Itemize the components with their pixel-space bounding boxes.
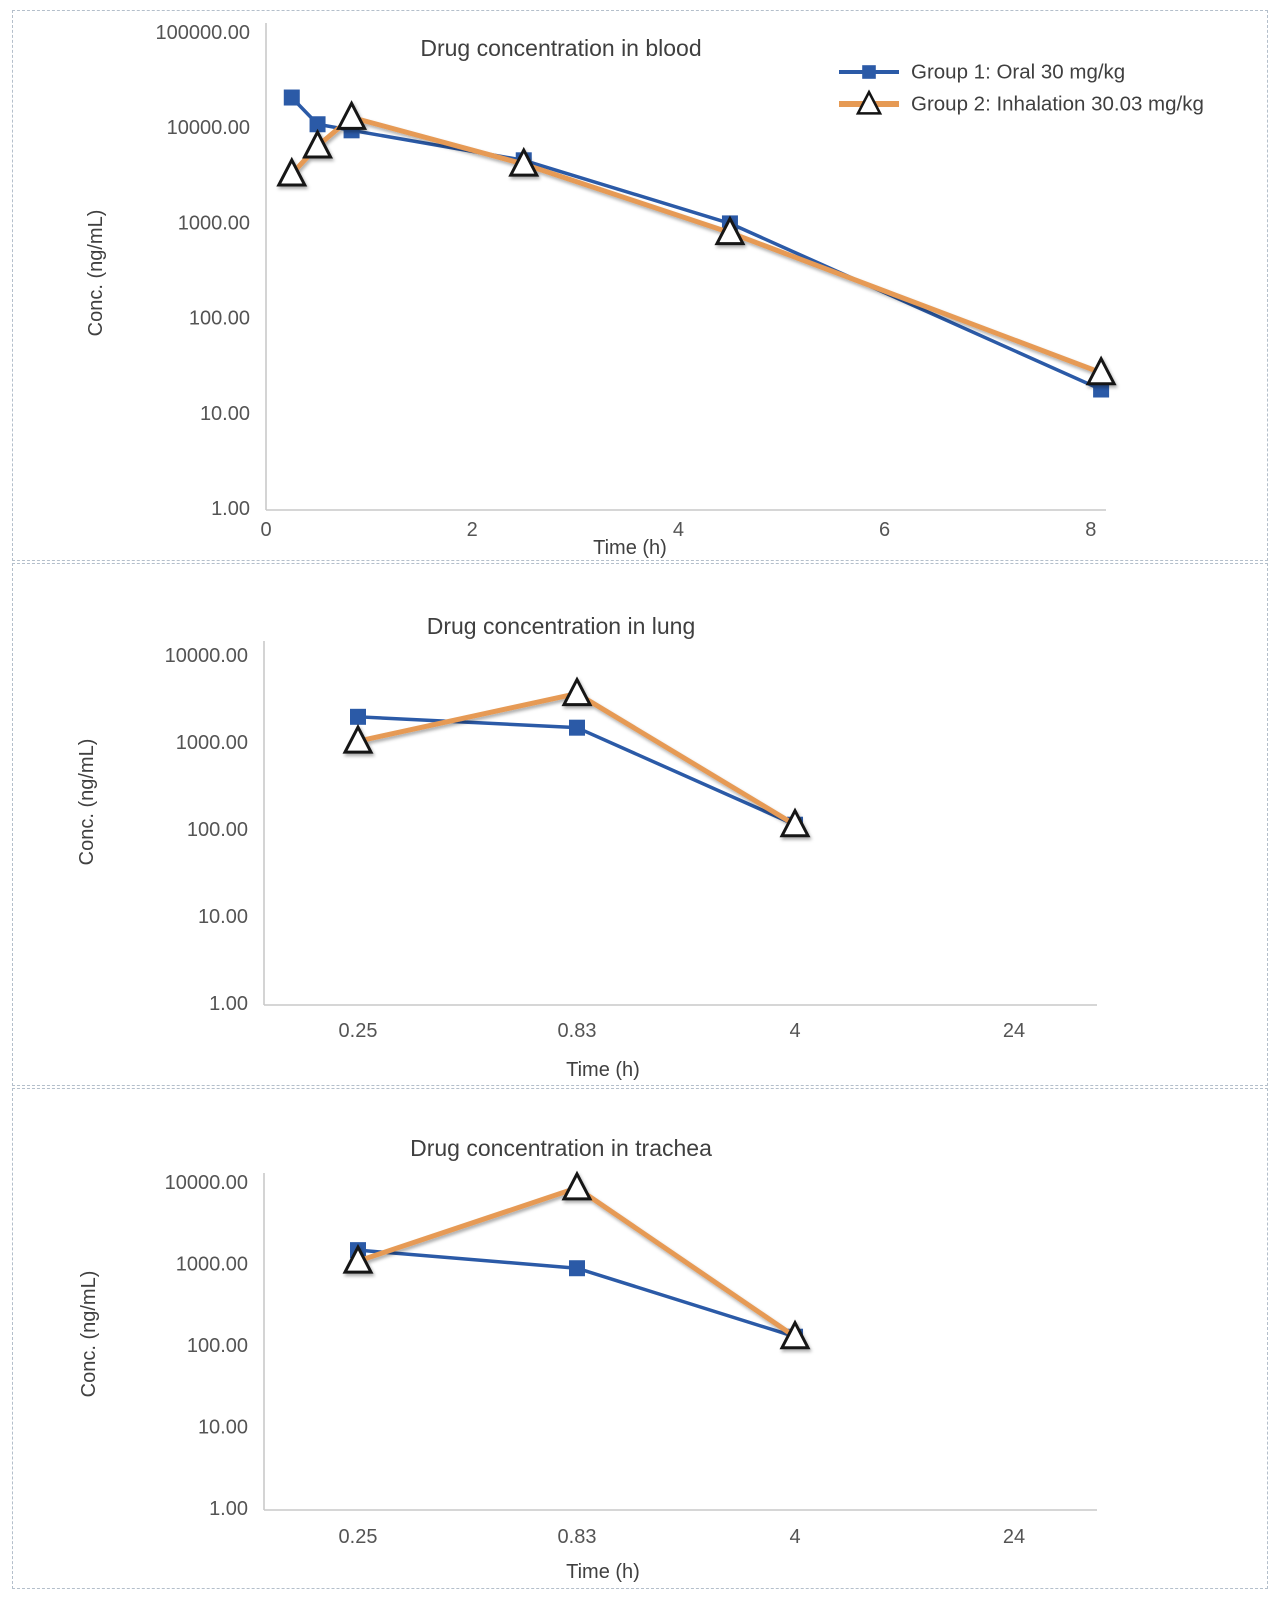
y-axis-title: Conc. (ng/mL) <box>76 739 98 866</box>
y-axis-title: Conc. (ng/mL) <box>78 1271 100 1398</box>
x-tick-label: 0.25 <box>339 1020 378 1042</box>
data-point-square <box>309 116 326 133</box>
x-tick-label: 0.25 <box>339 1526 378 1548</box>
series-group-2 <box>342 1170 811 1350</box>
data-point-triangle <box>1085 355 1117 386</box>
y-tick-label: 10.00 <box>198 1417 248 1439</box>
y-tick-label: 100.00 <box>187 819 248 841</box>
y-tick-label: 1000.00 <box>176 732 248 754</box>
data-point-square <box>1093 381 1110 398</box>
series-line-group-2 <box>355 691 798 828</box>
y-tick-label: 1000.00 <box>176 1254 248 1276</box>
legend-marker <box>862 65 876 79</box>
x-tick-label: 4 <box>789 1020 800 1042</box>
x-tick-label: 24 <box>1003 1020 1025 1042</box>
y-tick-label: 10000.00 <box>165 1172 248 1194</box>
x-tick-label: 4 <box>789 1526 800 1548</box>
legend-label: Group 2: Inhalation 30.03 mg/kg <box>911 93 1204 116</box>
y-tick-label: 1.00 <box>209 993 248 1015</box>
y-tick-label: 100.00 <box>187 1335 248 1357</box>
chart-title: Drug concentration in blood <box>420 35 701 61</box>
x-tick-label: 0.83 <box>558 1526 597 1548</box>
chart-panel-trachea: Drug concentration in trachea 10000.00 100… <box>12 1088 1268 1589</box>
legend: Group 1: Oral 30 mg/kg Group 2: Inhalatio… <box>839 61 1204 116</box>
y-tick-label: 100.00 <box>189 308 250 330</box>
legend-label: Group 1: Oral 30 mg/kg <box>911 61 1125 84</box>
y-tick-label: 10.00 <box>200 403 250 425</box>
x-axis-title: Time (h) <box>566 1561 640 1583</box>
data-point-triangle <box>561 1170 593 1201</box>
series-line-group-1 <box>290 95 1103 392</box>
lung-chart-svg: Drug concentration in lung 10000.00 1000.0… <box>76 613 1097 1081</box>
y-tick-label: 1000.00 <box>178 212 250 234</box>
y-axis-title: Conc. (ng/mL) <box>85 210 107 337</box>
data-point-triangle <box>302 128 334 159</box>
x-tick-label: 4 <box>673 519 684 541</box>
legend-item-group-2: Group 2: Inhalation 30.03 mg/kg <box>839 89 1204 116</box>
x-tick-label: 0.83 <box>558 1020 597 1042</box>
y-tick-label: 10000.00 <box>165 645 248 667</box>
data-point-triangle <box>714 215 746 246</box>
x-tick-label: 24 <box>1003 1526 1025 1548</box>
chart-panel-lung: Drug concentration in lung 10000.00 1000.0… <box>12 563 1268 1086</box>
data-point-square <box>283 89 300 106</box>
data-point-triangle <box>342 723 374 754</box>
series-group-2 <box>342 676 811 838</box>
y-tick-label: 10000.00 <box>167 117 250 139</box>
data-point-triangle <box>779 1319 811 1350</box>
chart-title: Drug concentration in trachea <box>410 1135 712 1161</box>
y-tick-label: 100000.00 <box>155 22 250 44</box>
data-point-triangle <box>336 100 368 130</box>
data-point-triangle <box>561 676 593 707</box>
data-point-square <box>569 1260 585 1277</box>
blood-chart-svg: Drug concentration in blood 100000.00 1000… <box>85 22 1204 559</box>
x-tick-label: 0 <box>260 519 271 541</box>
legend-item-group-1: Group 1: Oral 30 mg/kg <box>839 61 1125 84</box>
data-point-square <box>350 708 366 725</box>
series-group-1 <box>283 89 1110 398</box>
y-tick-label: 1.00 <box>209 1498 248 1520</box>
data-point-triangle <box>342 1243 374 1274</box>
legend-marker <box>855 89 883 115</box>
chart-title: Drug concentration in lung <box>427 613 696 639</box>
series-group-2 <box>276 100 1117 386</box>
y-tick-label: 10.00 <box>198 906 248 928</box>
chart-panel-blood: Drug concentration in blood 100000.00 1000… <box>12 10 1268 561</box>
x-tick-label: 8 <box>1085 519 1096 541</box>
x-axis-title: Time (h) <box>593 537 667 559</box>
x-tick-label: 2 <box>467 519 478 541</box>
data-point-triangle <box>276 156 308 187</box>
data-point-triangle <box>779 807 811 838</box>
data-point-triangle <box>508 146 540 177</box>
x-axis-title: Time (h) <box>566 1059 640 1081</box>
trachea-chart-svg: Drug concentration in trachea 10000.00 100… <box>78 1135 1097 1583</box>
data-point-square <box>569 719 585 736</box>
x-tick-label: 6 <box>879 519 890 541</box>
y-tick-label: 1.00 <box>211 498 250 520</box>
